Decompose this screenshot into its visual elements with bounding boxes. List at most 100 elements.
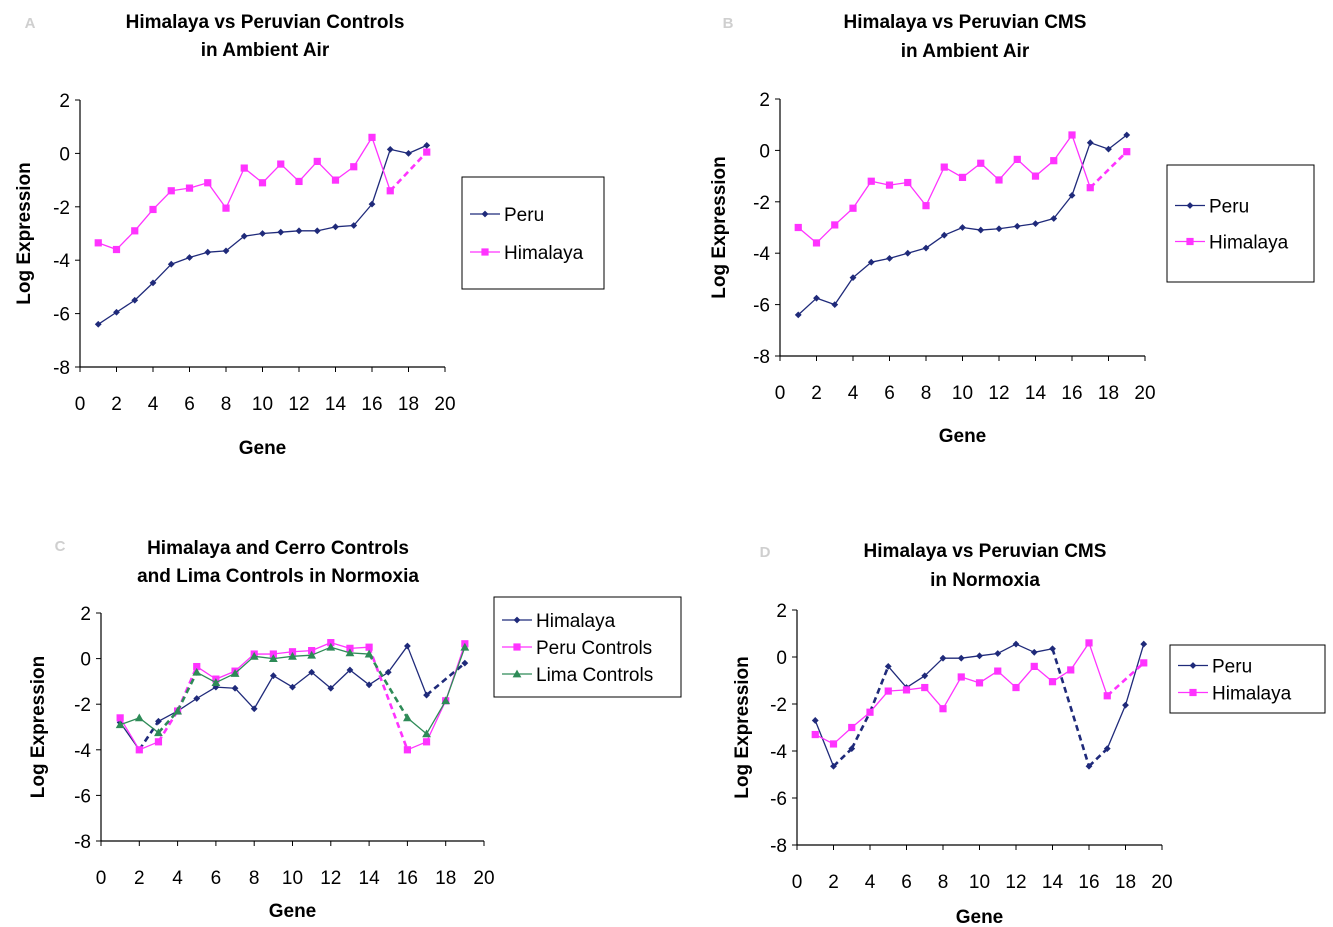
series-line-segment: [979, 652, 998, 657]
x-tick-label: 0: [96, 868, 107, 889]
series-line-segment: [834, 277, 854, 305]
x-tick-label: 0: [775, 383, 786, 404]
y-tick-label: -4: [753, 244, 770, 265]
series-peru: [811, 640, 1148, 770]
data-point: [958, 173, 967, 181]
series-line-segment: [942, 676, 962, 710]
data-point: [149, 205, 157, 214]
data-point: [1085, 639, 1093, 647]
data-point: [1105, 145, 1112, 153]
x-tick-label: 12: [320, 868, 341, 889]
data-point: [249, 651, 259, 660]
data-point: [307, 650, 317, 659]
series-line-segment: [943, 226, 963, 236]
y-tick-label: 0: [776, 648, 787, 669]
x-tick-label: 18: [435, 868, 456, 889]
data-point: [222, 247, 230, 255]
data-point: [1049, 645, 1056, 653]
data-point: [365, 681, 373, 689]
series-line-segment: [349, 652, 370, 655]
series-line-segment: [852, 261, 872, 279]
x-tick-label: 20: [434, 394, 455, 415]
series-line-segment: [367, 646, 409, 751]
x-tick-label: 6: [884, 383, 895, 404]
series-line-segment: [1053, 194, 1073, 219]
series-line-segment: [273, 655, 293, 660]
data-point: [155, 717, 162, 725]
data-point: [849, 274, 857, 282]
data-point: [1140, 640, 1148, 648]
data-point: [977, 226, 985, 234]
legend-box: [1166, 164, 1315, 283]
series-line-segment: [225, 167, 245, 209]
legend-label: Lima Controls: [536, 665, 653, 686]
x-tick-label: 0: [75, 394, 86, 415]
series-line-segment: [814, 720, 835, 767]
data-point: [193, 662, 201, 671]
x-tick-label: 6: [901, 872, 912, 893]
y-tick-label: -8: [770, 836, 787, 857]
series-line-segment: [389, 151, 428, 192]
data-point: [902, 686, 911, 694]
data-point: [1067, 666, 1075, 674]
data-point: [957, 673, 965, 681]
y-tick-label: 2: [59, 91, 70, 112]
y-tick-label: -4: [53, 251, 70, 272]
y-axis-label: Log Expression: [709, 156, 730, 299]
data-point: [240, 164, 248, 172]
series-line-segment: [253, 675, 274, 710]
data-point: [230, 669, 240, 677]
y-tick-label: 0: [759, 141, 770, 162]
x-tick-label: 12: [288, 394, 309, 415]
series-line-segment: [368, 671, 389, 686]
data-point: [884, 687, 892, 695]
x-tick-label: 12: [1005, 872, 1026, 893]
series-line-segment: [1088, 747, 1109, 768]
series-line-segment: [1088, 642, 1108, 696]
data-point: [1030, 662, 1038, 670]
data-point: [384, 668, 392, 676]
series-line-segment: [1071, 142, 1091, 196]
y-tick-label: -2: [53, 198, 70, 219]
chart-title: Himalaya vs Peruvian CMS: [864, 541, 1107, 562]
x-axis-label: Gene: [956, 907, 1004, 927]
series-line-segment: [390, 148, 409, 155]
legend-label: Peru: [504, 205, 544, 226]
x-tick-label: 2: [811, 383, 822, 404]
data-point: [922, 202, 930, 210]
data-point: [403, 713, 412, 722]
data-point: [975, 679, 984, 687]
data-point: [112, 245, 121, 254]
x-tick-label: 4: [148, 394, 159, 415]
legend-marker: [481, 248, 489, 256]
data-point: [346, 644, 354, 652]
x-tick-label: 10: [969, 872, 990, 893]
data-point: [386, 145, 394, 153]
data-point: [277, 228, 285, 236]
data-point: [423, 148, 431, 156]
data-point: [327, 684, 335, 692]
data-point: [885, 181, 894, 189]
series-line-segment: [871, 257, 890, 263]
data-point: [94, 320, 102, 328]
data-point: [149, 279, 157, 287]
data-point: [940, 231, 948, 239]
y-tick-label: -4: [770, 742, 787, 763]
y-tick-label: 0: [80, 650, 91, 671]
data-point: [904, 178, 912, 187]
series-line-segment: [371, 137, 391, 191]
series-line-segment: [330, 646, 351, 654]
x-axis-label: Gene: [939, 426, 987, 447]
data-point: [1103, 692, 1111, 700]
legend-label: Peru Controls: [536, 638, 652, 659]
data-point: [308, 668, 316, 676]
series-line-segment: [387, 645, 408, 673]
x-axis-label: Gene: [239, 438, 287, 459]
data-point: [886, 254, 893, 262]
series-line-segment: [924, 657, 944, 677]
data-point: [327, 639, 335, 647]
data-point: [115, 720, 125, 729]
data-point: [269, 650, 277, 658]
series-line-segment: [171, 256, 190, 265]
data-point: [258, 179, 267, 187]
